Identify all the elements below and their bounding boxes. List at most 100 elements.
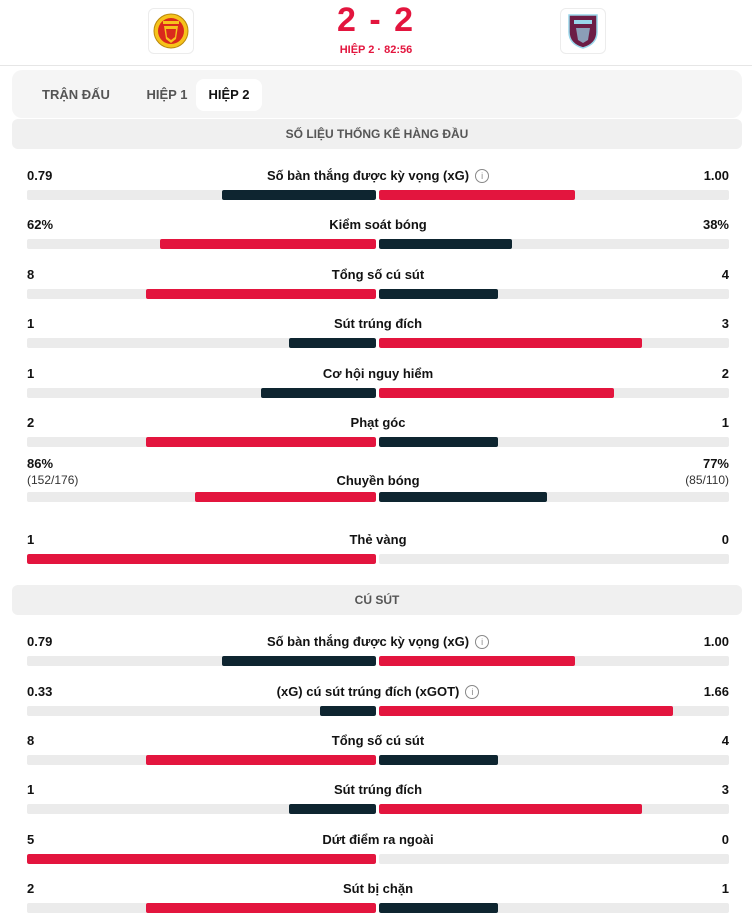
- stat-label-text: Tổng số cú sút: [331, 733, 425, 748]
- stat-label: Phạt góc: [27, 415, 729, 430]
- away-stat-bar: [379, 903, 498, 913]
- stat-label: Cơ hội nguy hiểm: [27, 366, 729, 381]
- tab-second-half[interactable]: HIỆP 2: [196, 79, 262, 111]
- home-stat-bar: [222, 190, 376, 200]
- home-stat-value: 8: [27, 733, 35, 748]
- stat-row: 8 4 Tổng số cú sút: [27, 267, 729, 303]
- stat-label: Số bàn thắng được kỳ vọng (xG) i: [27, 168, 729, 183]
- stat-label: Kiểm soát bóng: [27, 217, 729, 232]
- home-stat-bar: [260, 388, 376, 398]
- away-stat-value: 3: [721, 316, 729, 331]
- away-stat-bar: [379, 239, 512, 249]
- home-stat-value: 5: [27, 832, 35, 847]
- away-stat-detail: (85/110): [685, 473, 729, 487]
- away-stat-value: 1.00: [703, 168, 729, 183]
- stat-row: 86% 77% (152/176) (85/110) Chuyền bóng: [27, 456, 729, 504]
- stat-label: Dứt điểm ra ngoài: [27, 832, 729, 847]
- info-icon[interactable]: i: [475, 635, 490, 649]
- home-stat-bar: [145, 755, 376, 765]
- home-stat-bar: [27, 854, 376, 864]
- home-stat-value: 0.79: [27, 634, 53, 649]
- home-stat-bar-track: [27, 437, 376, 447]
- home-stat-bar-track: [27, 804, 376, 814]
- away-stat-bar: [379, 388, 614, 398]
- away-stat-bar: [379, 492, 547, 502]
- away-stat-bar-track: [379, 437, 729, 447]
- home-stat-value: 62%: [27, 217, 54, 232]
- tab-match[interactable]: TRẬN ĐẤU: [42, 87, 110, 102]
- stat-row: 0.79 1.00 Số bàn thắng được kỳ vọng (xG) i: [27, 168, 729, 204]
- away-stat-bar: [379, 338, 642, 348]
- home-stat-bar: [222, 656, 376, 666]
- home-stat-bar: [194, 492, 376, 502]
- home-stat-bar: [145, 437, 376, 447]
- stat-label-text: Sút trúng đích: [333, 316, 423, 331]
- section-title-shots: CÚ SÚT: [12, 585, 742, 615]
- away-stat-bar-track: [379, 755, 729, 765]
- away-stat-value: 1.00: [703, 634, 729, 649]
- away-stat-bar-track: [379, 656, 729, 666]
- stat-label-text: Số bàn thắng được kỳ vọng (xG): [266, 634, 470, 649]
- away-stat-bar: [379, 804, 642, 814]
- away-stat-value: 4: [721, 267, 729, 282]
- stat-label-text: Phạt góc: [350, 415, 406, 430]
- stat-label-text: Sút trúng đích: [333, 782, 423, 797]
- home-stat-bar-track: [27, 190, 376, 200]
- away-stat-bar: [379, 706, 673, 716]
- away-stat-bar: [379, 289, 498, 299]
- home-stat-value: 1: [27, 532, 35, 547]
- away-stat-bar: [379, 190, 575, 200]
- stat-label-text: Tổng số cú sút: [331, 267, 425, 282]
- home-stat-value: 1: [27, 366, 35, 381]
- match-header: 2 - 2 HIỆP 2 · 82:56: [0, 0, 752, 66]
- away-stat-value: 77%: [702, 456, 729, 471]
- away-stat-value: 4: [721, 733, 729, 748]
- home-stat-bar-track: [27, 554, 376, 564]
- away-stat-value: 2: [721, 366, 729, 381]
- stat-label: Sút bị chặn: [27, 881, 729, 896]
- away-stat-value: 1: [721, 881, 729, 896]
- stat-label: Sút trúng đích: [27, 316, 729, 331]
- away-stat-bar-track: [379, 239, 729, 249]
- info-icon[interactable]: i: [465, 685, 480, 699]
- away-team-logo[interactable]: [560, 8, 606, 54]
- stat-row: 1 3 Sút trúng đích: [27, 316, 729, 352]
- away-stat-value: 0: [721, 532, 729, 547]
- stat-row: 2 1 Phạt góc: [27, 415, 729, 451]
- home-stat-bar: [145, 903, 376, 913]
- stat-row: 5 0 Dứt điểm ra ngoài: [27, 832, 729, 868]
- home-stat-bar-track: [27, 492, 376, 502]
- stat-label-text: Số bàn thắng được kỳ vọng (xG): [266, 168, 470, 183]
- home-stat-detail: (152/176): [27, 473, 79, 487]
- home-stat-value: 0.33: [27, 684, 53, 699]
- stat-row: 0.79 1.00 Số bàn thắng được kỳ vọng (xG) i: [27, 634, 729, 670]
- home-stat-value: 86%: [27, 456, 54, 471]
- away-stat-bar-track: [379, 854, 729, 864]
- home-stat-value: 2: [27, 415, 35, 430]
- stat-label-text: Cơ hội nguy hiểm: [322, 366, 434, 381]
- away-stat-bar-track: [379, 554, 729, 564]
- home-team-logo[interactable]: [148, 8, 194, 54]
- stat-label: Sút trúng đích: [27, 782, 729, 797]
- home-stat-bar-track: [27, 388, 376, 398]
- stat-row: 1 2 Cơ hội nguy hiểm: [27, 366, 729, 402]
- home-stat-bar-track: [27, 903, 376, 913]
- away-stat-bar-track: [379, 492, 729, 502]
- away-stat-value: 38%: [702, 217, 729, 232]
- tab-first-half[interactable]: HIỆP 1: [146, 87, 188, 102]
- info-icon[interactable]: i: [475, 169, 490, 183]
- away-stat-bar-track: [379, 190, 729, 200]
- stat-label-text: Kiểm soát bóng: [329, 217, 427, 232]
- home-stat-value: 8: [27, 267, 35, 282]
- home-stat-bar-track: [27, 854, 376, 864]
- away-stat-bar-track: [379, 903, 729, 913]
- stat-label: Thẻ vàng: [27, 532, 729, 547]
- match-period-clock: HIỆP 2 · 82:56: [339, 44, 413, 56]
- away-stat-value: 0: [721, 832, 729, 847]
- stat-row: 8 4 Tổng số cú sút: [27, 733, 729, 769]
- away-stat-bar-track: [379, 804, 729, 814]
- stat-label-text: Sút bị chặn: [342, 881, 414, 896]
- away-stat-bar-track: [379, 289, 729, 299]
- away-stat-value: 1: [721, 415, 729, 430]
- away-stat-bar-track: [379, 338, 729, 348]
